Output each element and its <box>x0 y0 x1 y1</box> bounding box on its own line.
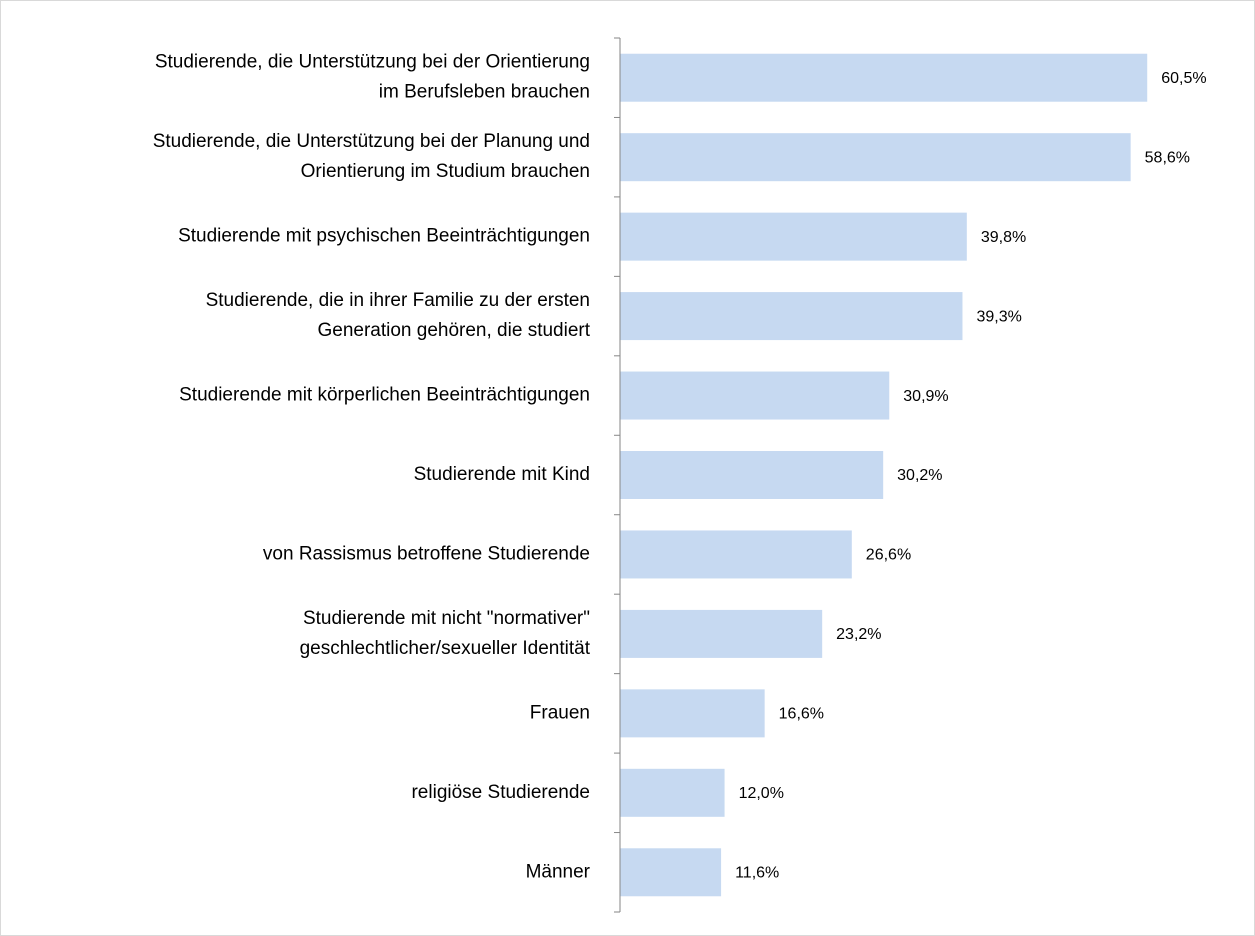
bar <box>620 53 1148 102</box>
category-label: religiöse Studierende <box>411 782 590 803</box>
category-label: Frauen <box>530 702 590 723</box>
bar <box>620 371 890 420</box>
category-label: Generation gehören, die studiert <box>317 320 590 341</box>
value-label: 60,5% <box>1161 70 1206 87</box>
category-label: geschlechtlicher/sexueller Identität <box>300 638 591 659</box>
bar <box>620 530 852 579</box>
bar <box>620 292 963 341</box>
category-label: Studierende, die Unterstützung bei der P… <box>153 131 590 152</box>
value-label: 30,9% <box>903 388 948 405</box>
value-label: 39,8% <box>981 229 1026 246</box>
category-label: Studierende mit nicht "normativer" <box>303 608 590 629</box>
bar <box>620 609 823 658</box>
category-label: Orientierung im Studium brauchen <box>301 161 590 182</box>
value-label: 12,0% <box>739 785 784 802</box>
category-label: Studierende, die Unterstützung bei der O… <box>155 52 590 73</box>
category-label: Studierende, die in ihrer Familie zu der… <box>206 290 590 311</box>
bar <box>620 689 765 738</box>
value-label: 16,6% <box>779 706 824 723</box>
value-label: 23,2% <box>836 626 881 643</box>
value-label: 26,6% <box>866 547 911 564</box>
category-label: Studierende mit körperlichen Beeinträcht… <box>179 385 590 406</box>
value-label: 58,6% <box>1145 149 1190 166</box>
category-label: Männer <box>526 861 591 882</box>
bar <box>620 768 725 817</box>
category-label: im Berufsleben brauchen <box>379 82 590 103</box>
bar <box>620 212 967 261</box>
bar <box>620 133 1131 182</box>
value-label: 11,6% <box>735 864 779 881</box>
value-label: 30,2% <box>897 467 942 484</box>
value-label: 39,3% <box>976 308 1021 325</box>
category-label: von Rassismus betroffene Studierende <box>263 543 590 564</box>
bar <box>620 848 722 897</box>
bar <box>620 451 884 499</box>
category-label: Studierende mit psychischen Beeinträchti… <box>178 226 590 247</box>
category-label: Studierende mit Kind <box>414 464 590 485</box>
